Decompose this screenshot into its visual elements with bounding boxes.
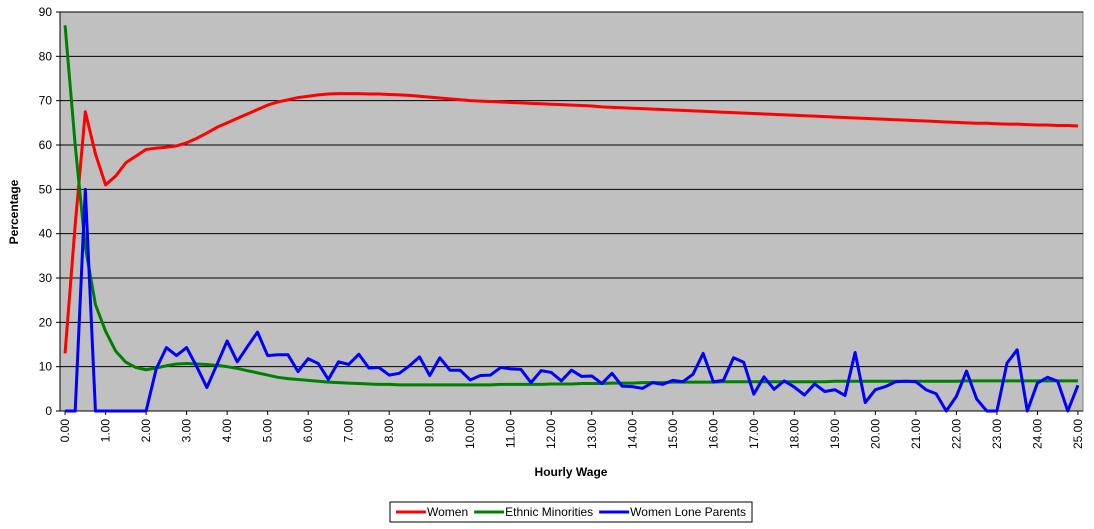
y-tick-label: 20 <box>39 315 53 329</box>
x-tick-label: 19.00 <box>828 419 842 449</box>
plot-area <box>59 11 1084 412</box>
y-tick-label: 50 <box>39 182 53 196</box>
y-tick-label: 60 <box>39 138 53 152</box>
y-tick-label: 80 <box>39 49 53 63</box>
x-tick-label: 21.00 <box>909 419 923 449</box>
x-tick-label: 16.00 <box>706 419 720 449</box>
x-tick-label: 18.00 <box>787 419 801 449</box>
y-tick-label: 70 <box>39 94 53 108</box>
x-tick-label: 1.00 <box>99 419 113 443</box>
y-tick-label: 90 <box>39 5 53 19</box>
x-tick-label: 6.00 <box>301 419 315 443</box>
x-tick-label: 17.00 <box>747 419 761 449</box>
x-tick-label: 7.00 <box>342 419 356 443</box>
x-tick-label: 2.00 <box>139 419 153 443</box>
x-tick-label: 9.00 <box>423 419 437 443</box>
y-tick-label: 40 <box>39 227 53 241</box>
x-tick-label: 11.00 <box>504 419 518 448</box>
legend-label: Women Lone Parents <box>630 505 746 519</box>
legend-label: Ethnic Minorities <box>505 505 593 519</box>
x-tick-label: 13.00 <box>585 419 599 449</box>
x-tick-label: 10.00 <box>463 419 477 449</box>
x-tick-label: 12.00 <box>544 419 558 449</box>
legend-box <box>389 501 753 523</box>
x-tick-label: 22.00 <box>949 419 963 449</box>
x-tick-label: 0.00 <box>58 419 72 443</box>
x-tick-label: 20.00 <box>868 419 882 449</box>
legend-label: Women <box>427 505 468 519</box>
x-tick-label: 4.00 <box>220 419 234 443</box>
x-tick-label: 8.00 <box>382 419 396 443</box>
x-tick-label: 3.00 <box>180 419 194 443</box>
y-tick-label: 30 <box>39 271 53 285</box>
series-line <box>63 92 1079 354</box>
y-axis-title: Percentage <box>7 179 21 244</box>
x-tick-label: 15.00 <box>666 419 680 449</box>
legend: Women Ethnic Minorities Women Lone Parents <box>389 501 753 523</box>
y-tick-label: 10 <box>39 360 53 374</box>
x-tick-label: 25.00 <box>1071 419 1085 449</box>
y-tick-label: 0 <box>45 404 52 418</box>
x-tick-label: 14.00 <box>625 419 639 449</box>
x-axis-title: Hourly Wage <box>535 465 608 479</box>
x-tick-label: 23.00 <box>990 419 1004 449</box>
x-tick-label: 24.00 <box>1030 419 1044 449</box>
x-tick-label: 5.00 <box>261 419 275 443</box>
series-line <box>65 187 1080 413</box>
